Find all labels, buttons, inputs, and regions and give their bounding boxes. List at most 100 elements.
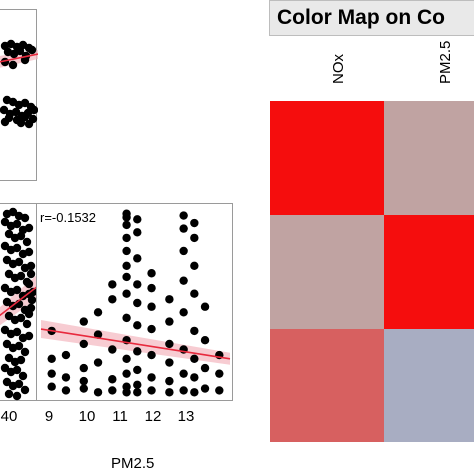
data-point (147, 324, 156, 334)
data-point (108, 375, 117, 384)
data-point (133, 321, 142, 330)
x-tick-label: 10 (78, 408, 96, 425)
trend-line (0, 285, 38, 317)
data-point (14, 257, 24, 267)
data-point (179, 369, 188, 378)
heatmap-cell (270, 329, 384, 442)
correlation-annotation: r=-0.1532 (39, 210, 98, 225)
data-point (12, 365, 22, 375)
data-point (4, 229, 14, 239)
data-point (133, 254, 142, 263)
heatmap-cell (384, 329, 474, 442)
data-point (133, 228, 142, 237)
data-point (122, 289, 131, 298)
data-point (165, 358, 174, 367)
data-point (147, 269, 156, 278)
data-point (61, 350, 71, 360)
data-point (108, 345, 117, 354)
data-point (122, 272, 131, 282)
data-point (61, 373, 71, 382)
data-point (165, 339, 174, 349)
data-point (2, 339, 12, 349)
data-point (93, 330, 103, 339)
data-point (147, 386, 156, 395)
data-point (133, 298, 142, 308)
data-point (0, 363, 10, 373)
data-point (16, 313, 26, 323)
heatmap-cell (270, 215, 384, 329)
data-point (215, 369, 224, 378)
data-point (12, 391, 22, 401)
heatmap-title: Color Map on Co (269, 0, 474, 36)
data-point (190, 233, 199, 243)
data-point (0, 283, 10, 293)
data-point (12, 219, 22, 229)
trend-line (40, 328, 231, 360)
data-point (47, 354, 56, 363)
data-point (4, 389, 14, 399)
data-point (108, 386, 117, 395)
scatter-panel-pm25 (36, 203, 233, 401)
x-axis-title: PM2.5 (111, 455, 155, 472)
data-point (200, 384, 210, 393)
data-point (12, 285, 22, 295)
data-point (15, 46, 25, 56)
data-point (179, 276, 188, 285)
data-point (0, 117, 10, 127)
scatter-plot-bottom-left (0, 207, 38, 401)
data-point (122, 220, 131, 230)
data-point (122, 369, 131, 378)
data-point (20, 347, 30, 357)
data-point (24, 247, 34, 257)
data-point (133, 280, 142, 289)
confidence-band (41, 320, 230, 365)
heatmap-grid (270, 101, 474, 442)
data-point (4, 353, 14, 363)
x-tick-label: 40 (0, 408, 18, 425)
data-point (200, 302, 210, 311)
data-point (24, 223, 34, 233)
data-point (179, 246, 188, 256)
data-point (14, 341, 24, 351)
data-point (133, 365, 142, 375)
data-point (47, 382, 56, 391)
data-point (122, 209, 131, 218)
data-point (0, 217, 10, 227)
data-point (122, 233, 131, 243)
data-point (16, 118, 26, 128)
data-point (190, 261, 199, 270)
data-point (12, 243, 22, 253)
data-point (179, 386, 188, 395)
heatmap-cell (270, 101, 384, 215)
x-tick-label: 13 (177, 408, 195, 425)
data-point (2, 377, 12, 387)
data-point (28, 287, 38, 297)
heatmap-cell (384, 101, 474, 215)
data-point (122, 246, 131, 256)
data-point (16, 355, 26, 365)
data-point (93, 308, 103, 317)
data-point (108, 280, 117, 289)
data-point (8, 207, 18, 217)
x-tick-label: 9 (44, 408, 54, 425)
data-point (61, 386, 71, 395)
scatter-plot-top-left (0, 39, 38, 129)
data-point (147, 373, 156, 382)
data-point (18, 371, 28, 381)
scatter-panel-bottom-left (0, 203, 38, 401)
trend-line (0, 53, 38, 63)
data-point (24, 279, 34, 289)
data-point (165, 388, 174, 397)
data-point (79, 376, 88, 386)
data-point (4, 269, 14, 279)
data-point (47, 369, 56, 378)
data-point (0, 325, 10, 335)
data-point (79, 317, 88, 326)
data-point (0, 241, 10, 251)
data-point (147, 350, 156, 360)
data-point (26, 269, 36, 279)
data-point (93, 388, 103, 397)
data-point (190, 354, 199, 363)
scatter-plot-pm25 (40, 209, 231, 397)
data-point (165, 317, 174, 326)
